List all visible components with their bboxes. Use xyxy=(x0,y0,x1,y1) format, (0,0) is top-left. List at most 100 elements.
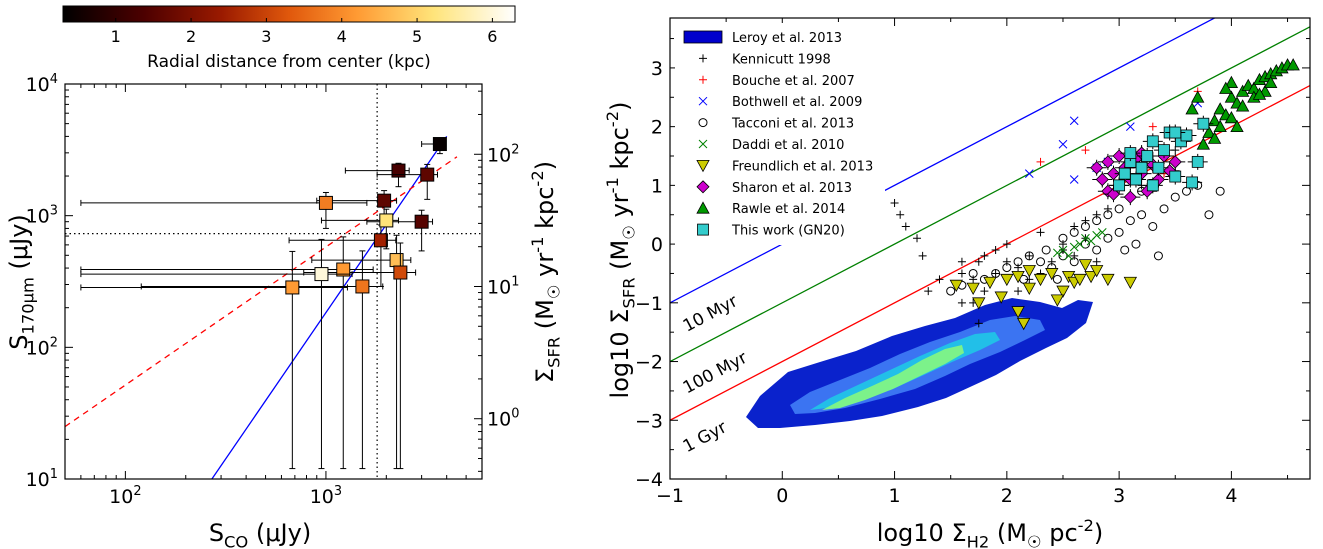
label-fragment: 4 xyxy=(50,72,58,87)
label-fragment: S xyxy=(209,519,224,547)
plus-marker xyxy=(1149,123,1157,131)
square-marker xyxy=(1147,180,1158,191)
y-tick-label: −4 xyxy=(635,469,663,491)
diamond-marker xyxy=(1091,162,1103,174)
legend-label: This work (GN20) xyxy=(731,224,845,239)
triangle-down-marker xyxy=(1023,266,1035,277)
x-tick-label: 103 xyxy=(310,484,342,508)
plus-marker xyxy=(975,258,983,266)
label-fragment: ) xyxy=(1094,519,1103,547)
square-marker xyxy=(433,138,446,151)
plus-marker xyxy=(958,258,966,266)
label-fragment: ) xyxy=(531,161,559,170)
label-fragment: 1 xyxy=(511,275,519,290)
right-data-points xyxy=(891,59,1300,329)
diamond-marker xyxy=(1124,191,1136,203)
colorbar-tick-label: 3 xyxy=(261,27,271,46)
colorbar-gradient xyxy=(63,6,515,22)
y-tick-label: −1 xyxy=(635,293,663,315)
y-tick-label: 2 xyxy=(651,117,663,139)
label-fragment: (μJy) xyxy=(5,214,33,277)
legend-label: Leroy et al. 2013 xyxy=(732,31,842,46)
plus-marker xyxy=(980,252,988,260)
legend-label: Daddi et al. 2010 xyxy=(732,138,844,153)
legend: Leroy et al. 2013 Kennicutt 1998 Bouche et… xyxy=(675,23,885,245)
square-marker xyxy=(1170,127,1181,138)
circle-marker xyxy=(1182,187,1190,195)
label-fragment: 10 xyxy=(26,469,50,491)
data-point xyxy=(81,237,373,469)
leroy-contours xyxy=(746,298,1093,428)
label-fragment: -2 xyxy=(528,170,547,186)
label-fragment: 2 xyxy=(511,142,519,157)
square-marker xyxy=(1170,171,1181,182)
triangle-down-marker xyxy=(967,283,979,294)
x-marker xyxy=(1070,175,1078,183)
square-marker xyxy=(315,268,328,281)
circle-marker xyxy=(1154,252,1162,260)
label-fragment: 10 xyxy=(109,486,133,508)
label-fragment: yr xyxy=(531,253,559,285)
y2-tick-label: 102 xyxy=(487,142,519,166)
red-dashed-line xyxy=(65,157,457,427)
label-fragment: 2 xyxy=(133,484,141,499)
square-marker xyxy=(1153,162,1164,173)
label-fragment: 2 xyxy=(50,335,58,350)
y-tick-label: 3 xyxy=(651,58,663,80)
left-x-axis-label: SCO (μJy) xyxy=(209,519,311,549)
label-fragment: kpc xyxy=(531,187,559,237)
x-marker xyxy=(1070,117,1078,125)
label-fragment: -2 xyxy=(1078,516,1094,535)
label-fragment: 10 xyxy=(487,144,511,166)
data-point xyxy=(81,192,367,228)
plus-marker xyxy=(958,269,966,277)
label-fragment: Σ xyxy=(531,368,559,383)
label-fragment: (μJy) xyxy=(248,519,311,547)
label-fragment: kpc xyxy=(606,127,634,177)
x-tick-label: 0 xyxy=(776,485,788,507)
square-marker xyxy=(1125,148,1136,159)
circle-marker xyxy=(1171,193,1179,201)
label-fragment: log10 Σ xyxy=(877,519,967,547)
plus-marker xyxy=(1003,240,1011,248)
square-marker xyxy=(392,164,405,177)
circle-marker xyxy=(947,287,955,295)
label-fragment: 170μm xyxy=(19,277,38,334)
square-marker xyxy=(1147,136,1158,147)
y2-tick-label: 100 xyxy=(487,407,519,431)
circle-marker xyxy=(1037,258,1045,266)
square-marker xyxy=(1181,130,1192,141)
plus-marker xyxy=(1037,228,1045,236)
triangle-down-marker xyxy=(1046,268,1058,279)
label-fragment: 10 xyxy=(26,74,50,96)
data-point xyxy=(289,225,396,286)
circle-marker xyxy=(1115,205,1123,213)
plus-marker xyxy=(1037,158,1045,166)
data-point xyxy=(81,239,352,468)
y-tick-label: 0 xyxy=(651,234,663,256)
left-reference-lines xyxy=(65,84,482,479)
circle-marker xyxy=(1205,211,1213,219)
y-tick-label: 101 xyxy=(26,467,58,491)
plus-marker xyxy=(935,275,943,283)
colorbar-tick-label: 2 xyxy=(186,27,196,46)
circle-marker xyxy=(1138,211,1146,219)
plus-marker xyxy=(891,199,899,207)
square-marker xyxy=(421,168,434,181)
legend-label: Bouche et al. 2007 xyxy=(732,74,855,89)
label-fragment: ) xyxy=(606,102,634,111)
label-fragment: log10 Σ xyxy=(606,309,634,399)
circle-marker xyxy=(1126,217,1134,225)
colorbar-tick-label: 1 xyxy=(111,27,121,46)
right-x-axis-label: log10 ΣH2 (M☉ pc-2) xyxy=(877,516,1104,549)
square-marker xyxy=(1159,145,1170,156)
square-marker xyxy=(1142,151,1153,162)
colorbar-tick-label: 5 xyxy=(412,27,422,46)
label-fragment: 1 xyxy=(50,467,58,482)
square-marker xyxy=(378,194,391,207)
y-tick-label: 104 xyxy=(26,72,58,96)
contour-swatch xyxy=(684,31,722,43)
label-fragment: 3 xyxy=(334,484,342,499)
label-fragment: SFR xyxy=(545,337,564,368)
y2-tick-label: 101 xyxy=(487,275,519,299)
